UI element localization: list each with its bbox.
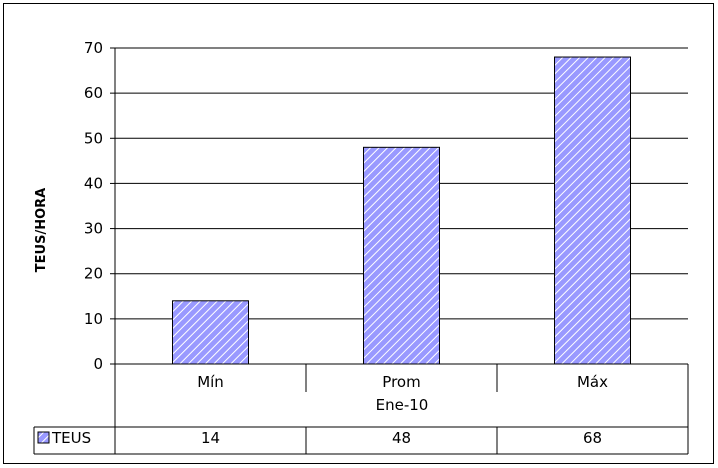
table-value: 14	[201, 429, 220, 447]
category-label: Mín	[197, 373, 224, 391]
y-tick-label: 20	[84, 265, 103, 283]
y-axis-ticks: 0 10 20 30 40 50 60 70	[84, 39, 116, 373]
group-label: Ene-10	[376, 396, 429, 414]
table-value: 68	[583, 429, 602, 447]
bar	[554, 56, 631, 365]
y-tick-label: 60	[84, 84, 103, 102]
table-value: 48	[392, 429, 411, 447]
category-label: Prom	[382, 373, 420, 391]
y-tick-label: 0	[93, 355, 103, 373]
bars	[172, 56, 631, 365]
y-tick-label: 30	[84, 220, 103, 238]
legend-swatch	[37, 431, 50, 444]
chart-frame	[3, 3, 714, 464]
y-tick-label: 10	[84, 310, 103, 328]
bar	[172, 300, 249, 365]
legend-series-name: TEUS	[51, 429, 91, 447]
y-tick-label: 40	[84, 174, 103, 192]
data-table: Mín 14 Prom 48 Máx 68	[33, 363, 689, 455]
category-label: Máx	[577, 373, 608, 391]
bar	[363, 146, 440, 365]
y-axis-label: TEUS/HORA	[34, 188, 49, 272]
y-tick-label: 70	[84, 39, 103, 57]
legend: TEUS	[37, 429, 91, 447]
y-tick-label: 50	[84, 129, 103, 147]
